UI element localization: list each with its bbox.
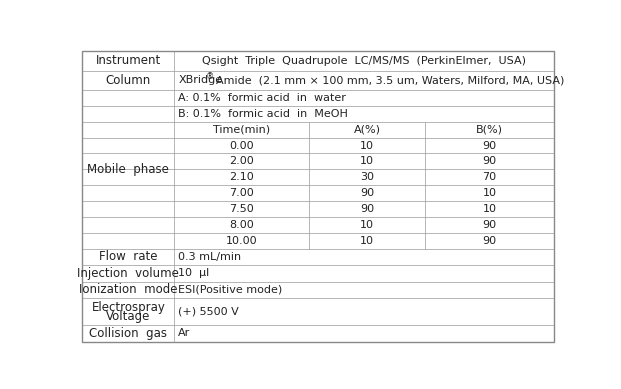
Text: Electrospray: Electrospray	[91, 301, 165, 314]
Text: Time(min): Time(min)	[213, 124, 270, 135]
Text: 8.00: 8.00	[229, 220, 254, 230]
Text: 10: 10	[360, 220, 374, 230]
Text: 10: 10	[360, 140, 374, 151]
Text: A: 0.1%  formic acid  in  water: A: 0.1% formic acid in water	[178, 93, 346, 103]
Text: 30: 30	[360, 172, 374, 182]
Text: Flow  rate: Flow rate	[99, 251, 158, 263]
Text: Collision  gas: Collision gas	[89, 327, 168, 340]
Text: 7.50: 7.50	[229, 204, 254, 214]
Text: 90: 90	[483, 220, 497, 230]
Text: B(%): B(%)	[476, 124, 503, 135]
Text: B: 0.1%  formic acid  in  MeOH: B: 0.1% formic acid in MeOH	[178, 109, 348, 119]
Text: 90: 90	[360, 204, 374, 214]
Text: 70: 70	[483, 172, 497, 182]
Text: Ar: Ar	[178, 328, 191, 338]
Text: Instrument: Instrument	[96, 54, 161, 67]
Text: 10.00: 10.00	[226, 236, 258, 246]
Text: (+) 5500 V: (+) 5500 V	[178, 307, 239, 317]
Text: Voltage: Voltage	[106, 310, 151, 323]
Text: 90: 90	[483, 156, 497, 166]
Text: 90: 90	[483, 236, 497, 246]
Text: Column: Column	[106, 74, 151, 87]
Text: Injection  volume: Injection volume	[78, 267, 179, 280]
Text: Mobile  phase: Mobile phase	[88, 163, 170, 176]
Text: 90: 90	[483, 140, 497, 151]
Text: ESI(Positive mode): ESI(Positive mode)	[178, 285, 283, 295]
Text: ®: ®	[206, 72, 214, 81]
Text: 2.10: 2.10	[229, 172, 254, 182]
Text: A(%): A(%)	[353, 124, 381, 135]
Text: 0.00: 0.00	[230, 140, 254, 151]
Text: 90: 90	[360, 188, 374, 198]
Text: 10: 10	[483, 188, 497, 198]
Text: 10: 10	[483, 204, 497, 214]
Text: XBridge: XBridge	[178, 75, 222, 85]
Text: Qsight  Triple  Quadrupole  LC/MS/MS  (PerkinElmer,  USA): Qsight Triple Quadrupole LC/MS/MS (Perki…	[202, 56, 526, 66]
Text: 10: 10	[360, 156, 374, 166]
Text: 10  μl: 10 μl	[178, 268, 209, 279]
Text: 10: 10	[360, 236, 374, 246]
Text: 2.00: 2.00	[229, 156, 254, 166]
Text: Ionization  mode: Ionization mode	[79, 284, 178, 296]
Text: Amide  (2.1 mm × 100 mm, 3.5 um, Waters, Milford, MA, USA): Amide (2.1 mm × 100 mm, 3.5 um, Waters, …	[209, 75, 564, 85]
Text: 0.3 mL/min: 0.3 mL/min	[178, 252, 242, 262]
Text: 7.00: 7.00	[229, 188, 254, 198]
